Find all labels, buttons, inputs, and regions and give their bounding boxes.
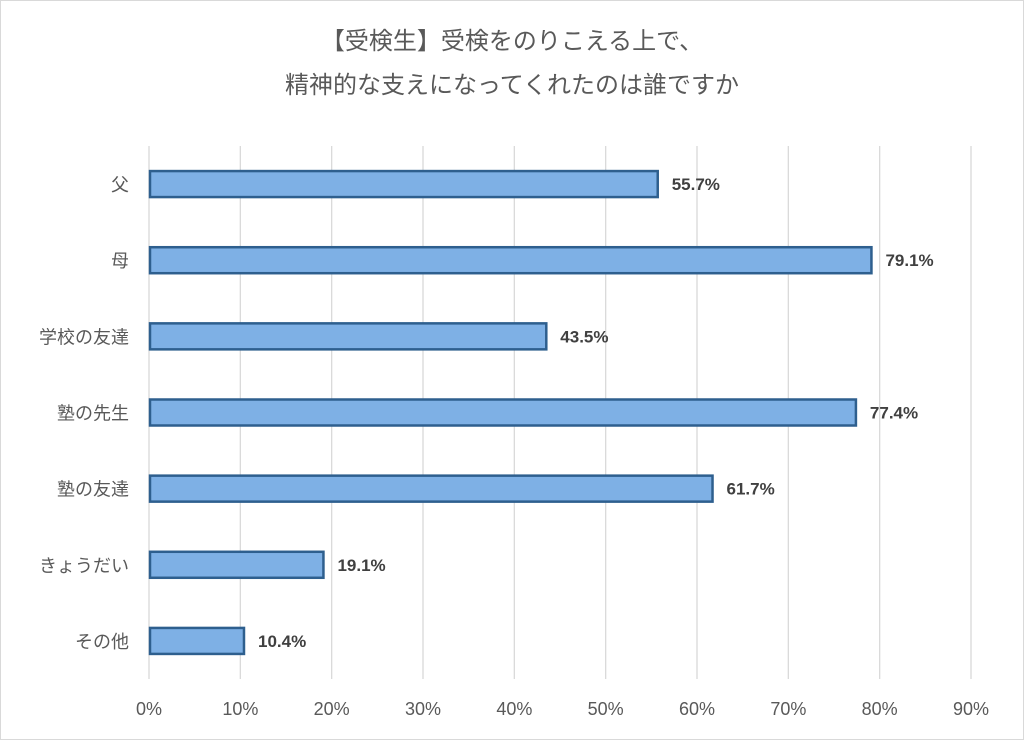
bar-1 [148,245,873,275]
x-tick-label-40: 40% [496,699,532,719]
bar-5 [148,550,325,580]
category-label-6: その他 [75,632,129,653]
bar-6 [148,626,246,656]
bar-2 [148,322,548,351]
x-tick-label-10: 10% [222,699,258,719]
x-tick-label-20: 20% [314,699,350,719]
bar-3 [148,398,858,427]
category-label-2: 学校の友達 [39,327,129,348]
category-label-1: 母 [111,251,129,272]
x-tick-label-70: 70% [770,699,806,719]
x-tick-label-80: 80% [862,699,898,719]
value-label-0: 55.7% [672,175,720,194]
bar-0 [148,169,659,199]
value-label-3: 77.4% [870,404,918,423]
category-label-0: 父 [111,175,129,196]
bars [148,169,873,656]
x-tick-label-60: 60% [679,699,715,719]
chart-title-line-2: 精神的な支えになってくれたのは誰ですか [284,71,740,99]
value-label-1: 79.1% [885,251,933,270]
chart-title-line-1: 【受検生】受検をのりこえる上で、 [320,27,704,55]
bar-4 [148,474,714,503]
x-tick-label-30: 30% [405,699,441,719]
category-label-4: 塾の友達 [57,479,129,501]
category-label-5: きょうだい [39,556,129,577]
value-label-6: 10.4% [258,632,306,651]
x-tick-label-50: 50% [588,699,624,719]
x-tick-label-0: 0% [136,699,162,719]
x-tick-label-90: 90% [953,699,989,719]
labels: 0% 10% 20% 30% 40% 50% 60% 70% 80% 90% 父 55.7% 母 79.1… [39,175,989,719]
value-label-2: 43.5% [560,327,608,346]
chart-title: 【受検生】受検をのりこえる上で、 精神的な支えになってくれたのは誰ですか [1,19,1023,107]
category-label-3: 塾の先生 [57,403,129,425]
value-label-5: 19.1% [337,556,385,575]
value-label-4: 61.7% [727,480,775,499]
